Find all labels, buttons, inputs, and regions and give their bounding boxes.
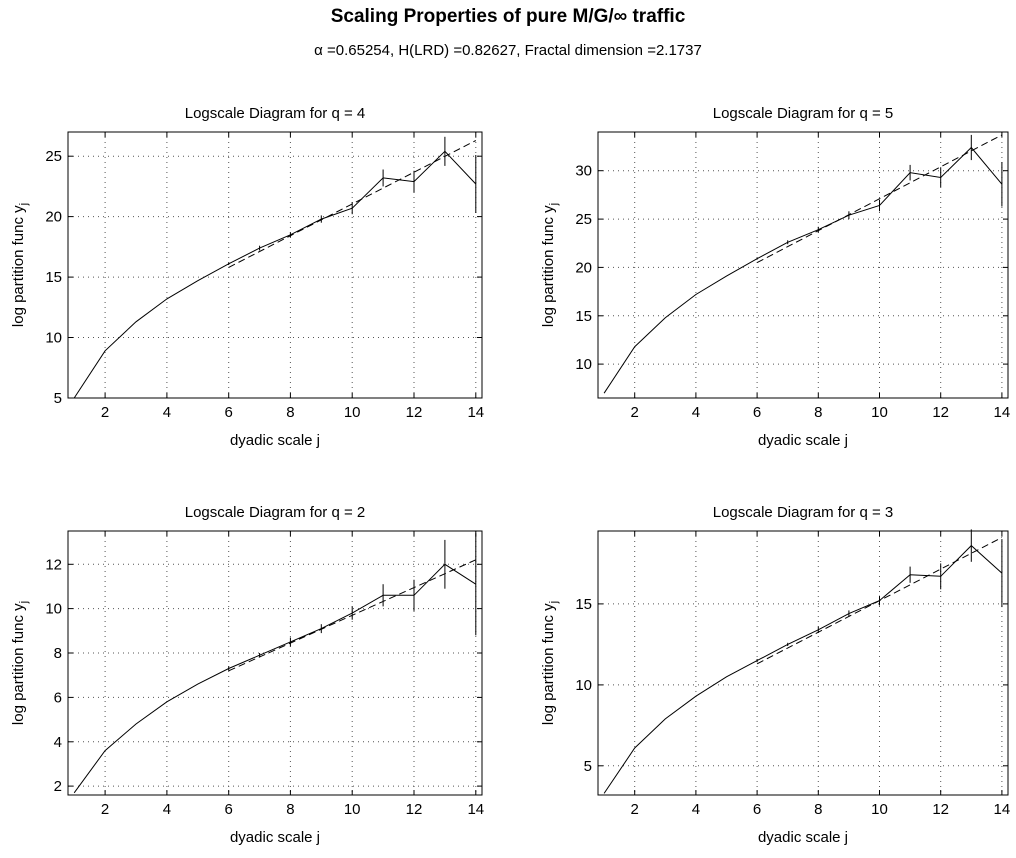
figure-title: Scaling Properties of pure M/G/∞ traffic [330,6,686,27]
x-tick-label: 4 [692,404,700,421]
x-tick-label: 14 [467,404,484,421]
fit-line [756,537,1003,665]
y-tick-label: 25 [45,148,62,165]
y-tick-label: 10 [45,330,62,347]
y-tick-label: 6 [54,689,62,706]
subplot-title: Logscale Diagram for q = 2 [185,504,366,521]
x-tick-label: 14 [467,801,484,818]
x-tick-label: 12 [932,801,949,818]
x-tick-label: 10 [871,801,888,818]
y-axis-label-subscript: j [18,601,30,604]
x-tick-label: 6 [225,404,233,421]
y-tick-label: 25 [575,211,592,228]
axes-frame [597,530,1009,796]
x-tick-label: 12 [932,404,949,421]
y-axis-label: log partition func yj [540,203,560,327]
x-tick-label: 10 [871,404,888,421]
x-tick-label: 2 [101,801,109,818]
y-axis-label-subscript: j [548,601,560,604]
y-tick-label: 10 [575,356,592,373]
y-axis-label-subscript: j [18,203,30,206]
subplot-title: Logscale Diagram for q = 5 [713,105,894,122]
y-tick-label: 2 [54,778,62,795]
fit-line [756,134,1003,264]
y-tick-label: 15 [575,596,592,613]
y-tick-label: 20 [45,209,62,226]
x-axis-label: dyadic scale j [758,829,848,846]
x-tick-label: 14 [994,801,1011,818]
x-tick-label: 8 [814,801,822,818]
x-tick-label: 12 [406,801,423,818]
x-tick-label: 10 [344,801,361,818]
y-tick-label: 5 [54,390,62,407]
x-tick-label: 12 [406,404,423,421]
subplot-4: 2 4 6 8 10 12 14 5 10 15 Logscale Diagram for q = … [540,504,1010,846]
x-axis-label: dyadic scale j [758,432,848,449]
y-tick-label: 10 [45,601,62,618]
subplot-title: Logscale Diagram for q = 4 [185,105,366,122]
x-tick-label: 2 [101,404,109,421]
axes-frame [67,530,483,796]
fit-line [228,559,477,672]
x-tick-label: 6 [753,404,761,421]
x-tick-label: 4 [692,801,700,818]
y-tick-label: 12 [45,556,62,573]
y-axis-label: log partition func yj [540,601,560,725]
x-tick-label: 8 [814,404,822,421]
x-axis-label: dyadic scale j [230,829,320,846]
y-tick-label: 8 [54,645,62,662]
data-line [603,146,1003,394]
y-tick-label: 10 [575,677,592,694]
x-tick-label: 8 [286,801,294,818]
y-tick-label: 30 [575,163,592,180]
data-line [603,544,1003,794]
figure-subtitle: α =0.65254, H(LRD) =0.82627, Fractal dim… [314,42,702,59]
x-tick-label: 2 [631,801,639,818]
x-tick-label: 4 [163,801,171,818]
x-tick-label: 4 [163,404,171,421]
y-tick-label: 15 [575,308,592,325]
x-tick-label: 6 [753,801,761,818]
x-tick-label: 6 [225,801,233,818]
axes-frame [67,131,483,399]
subplot-title: Logscale Diagram for q = 3 [713,504,894,521]
x-tick-label: 2 [631,404,639,421]
y-axis-label-subscript: j [548,203,560,206]
y-tick-label: 20 [575,259,592,276]
y-tick-label: 15 [45,269,62,286]
y-axis-label: log partition func yj [10,203,30,327]
fit-line [228,140,477,268]
x-tick-label: 8 [286,404,294,421]
x-axis-label: dyadic scale j [230,432,320,449]
subplot-2: 2 4 6 8 10 12 14 10 15 20 25 30 Logscale Diagram for… [540,105,1010,449]
y-axis-label: log partition func yj [10,601,30,725]
subplot-3: 2 4 6 8 10 12 14 2 4 6 8 10 12 Logscale Diagram for q… [10,504,484,846]
data-line [73,563,477,794]
y-tick-label: 5 [584,758,592,775]
x-tick-label: 14 [994,404,1011,421]
subplot-1: 2 4 6 8 10 12 14 5 10 15 20 25 Logscale Diagram for … [10,105,484,449]
data-line [73,150,477,399]
x-tick-label: 10 [344,404,361,421]
axes-frame [597,131,1009,399]
y-tick-label: 4 [54,734,62,751]
